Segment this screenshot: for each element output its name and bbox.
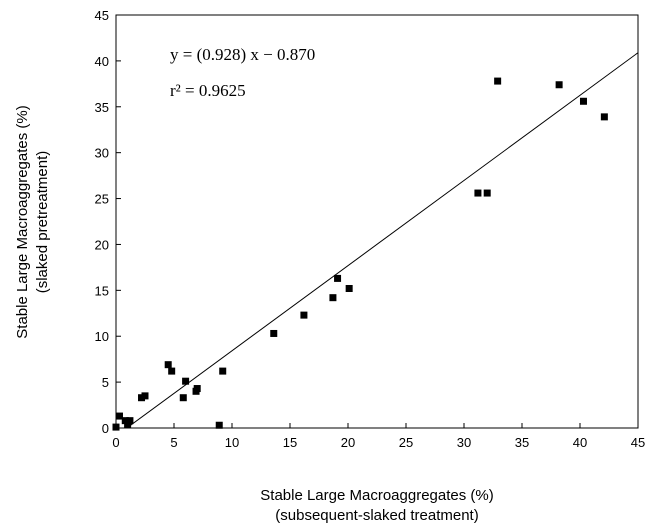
data-point [555,81,563,89]
data-point [600,113,608,121]
x-tick-label: 10 [225,435,239,450]
x-axis-label-line2: (subsequent-slaked treatment) [275,507,478,524]
r-squared-label: r² = 0.9625 [170,81,246,100]
y-tick-label: 10 [95,329,109,344]
data-point [115,412,123,420]
y-tick-label: 20 [95,237,109,252]
fit-line-group [126,52,639,429]
x-tick-label: 0 [112,435,119,450]
y-tick-label: 15 [95,283,109,298]
data-point [483,189,491,197]
data-point [112,423,120,431]
data-point [182,377,190,385]
data-point [168,367,176,375]
data-point [126,417,134,425]
data-point [215,421,223,429]
data-point [141,392,149,400]
y-tick-label: 45 [95,8,109,23]
x-tick-label: 45 [631,435,645,450]
y-tick-label: 30 [95,146,109,161]
data-point [219,367,227,375]
x-tick-label: 40 [573,435,587,450]
data-point [193,385,201,393]
plot-frame [115,14,639,429]
y-tick-label: 0 [102,421,109,436]
fit-line [126,52,639,429]
x-tick-label: 30 [457,435,471,450]
x-tick-label: 25 [399,435,413,450]
data-point [270,329,278,337]
data-point [579,97,587,105]
x-axis-label-line1: Stable Large Macroaggregates (%) [260,487,493,504]
y-tick-label: 35 [95,100,109,115]
data-point [300,311,308,319]
y-axis-label-line2: (slaked pretreatment) [34,151,51,294]
axis-ticks: 0 5 10 15 20 25 30 35 40 45 0 5 10 15 20 25 30 35 40 45 [95,8,646,450]
data-point [345,284,353,292]
y-tick-label: 40 [95,54,109,69]
data-point [334,274,342,282]
data-points [112,77,608,431]
x-tick-label: 35 [515,435,529,450]
y-tick-label: 25 [95,192,109,207]
data-point [179,394,187,402]
x-tick-label: 20 [341,435,355,450]
x-tick-label: 5 [170,435,177,450]
data-point [474,189,482,197]
data-point [124,420,132,428]
y-tick-label: 5 [102,375,109,390]
data-point [164,361,172,369]
y-axis-label-line1: Stable Large Macroaggregates (%) [14,105,31,338]
regression-equation: y = (0.928) x − 0.870 [170,45,315,64]
data-point [329,294,337,302]
x-tick-label: 15 [283,435,297,450]
data-point [494,77,502,85]
data-point [121,417,129,425]
